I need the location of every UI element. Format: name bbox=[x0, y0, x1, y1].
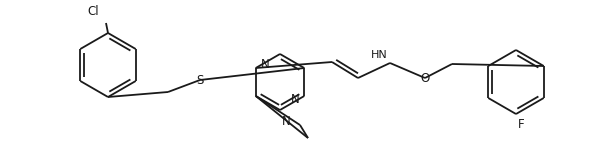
Text: N: N bbox=[290, 92, 300, 106]
Text: S: S bbox=[196, 73, 204, 86]
Text: O: O bbox=[420, 72, 429, 85]
Text: N: N bbox=[282, 115, 291, 128]
Text: N: N bbox=[260, 58, 270, 72]
Text: Cl: Cl bbox=[87, 5, 99, 18]
Text: F: F bbox=[518, 118, 525, 131]
Text: HN: HN bbox=[371, 50, 388, 60]
